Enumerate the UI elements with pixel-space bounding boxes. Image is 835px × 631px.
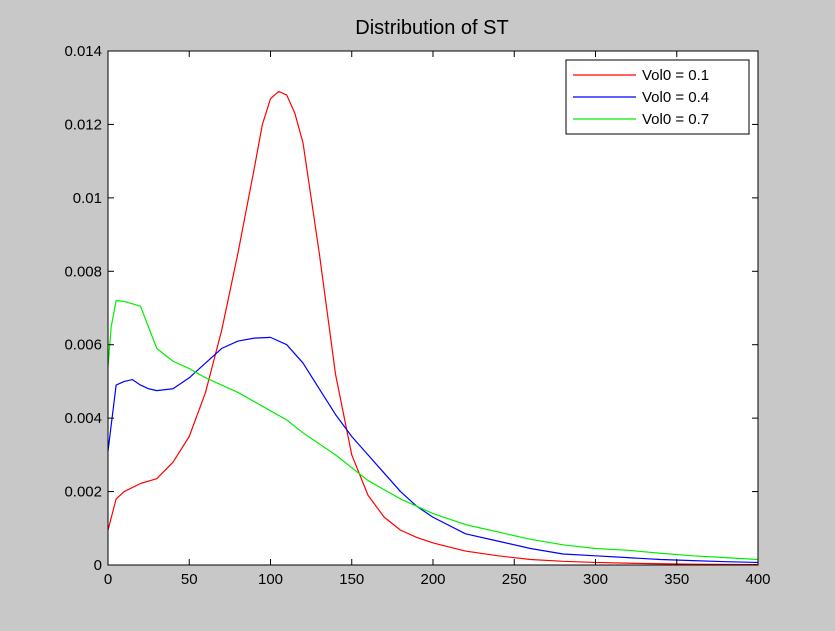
y-tick-label: 0.01 [73, 190, 102, 207]
x-tick-label: 150 [339, 571, 364, 588]
plot-frame [107, 50, 759, 566]
legend-label-2: Vol0 = 0.4 [642, 89, 709, 106]
x-tick-label: 350 [664, 571, 689, 588]
y-tick-label: 0.006 [64, 337, 102, 354]
ticks-layer: 0 50 100 150 200 250 300 350 400 0 0.002 0.004 0.006… [64, 43, 770, 588]
y-tick-label: 0.004 [64, 410, 102, 427]
y-tick-label: 0.008 [64, 263, 102, 280]
y-tick-label: 0.014 [64, 43, 102, 60]
x-tick-label: 0 [104, 571, 112, 588]
y-tick-label: 0.012 [64, 116, 102, 133]
series-layer [107, 90, 759, 566]
x-tick-label: 400 [745, 571, 770, 588]
x-tick-label: 300 [583, 571, 608, 588]
plot-axes: 0 50 100 150 200 250 300 350 400 0 0.002 0.004 0.006… [64, 43, 770, 588]
x-tick-label: 50 [181, 571, 198, 588]
y-tick-label: 0.002 [64, 484, 102, 501]
legend: Vol0 = 0.1 Vol0 = 0.4 Vol0 = 0.7 [565, 59, 750, 135]
x-tick-label: 100 [258, 571, 283, 588]
series-line-1 [107, 90, 759, 566]
x-tick-label: 200 [420, 571, 445, 588]
chart-title: Distribution of ST [355, 17, 508, 39]
legend-label-3: Vol0 = 0.7 [642, 111, 709, 128]
y-tick-label: 0 [94, 557, 102, 574]
series-line-3 [107, 300, 759, 561]
legend-label-1: Vol0 = 0.1 [642, 67, 709, 84]
plot-area [107, 50, 759, 566]
series-line-2 [107, 336, 759, 564]
x-tick-label: 250 [502, 571, 527, 588]
